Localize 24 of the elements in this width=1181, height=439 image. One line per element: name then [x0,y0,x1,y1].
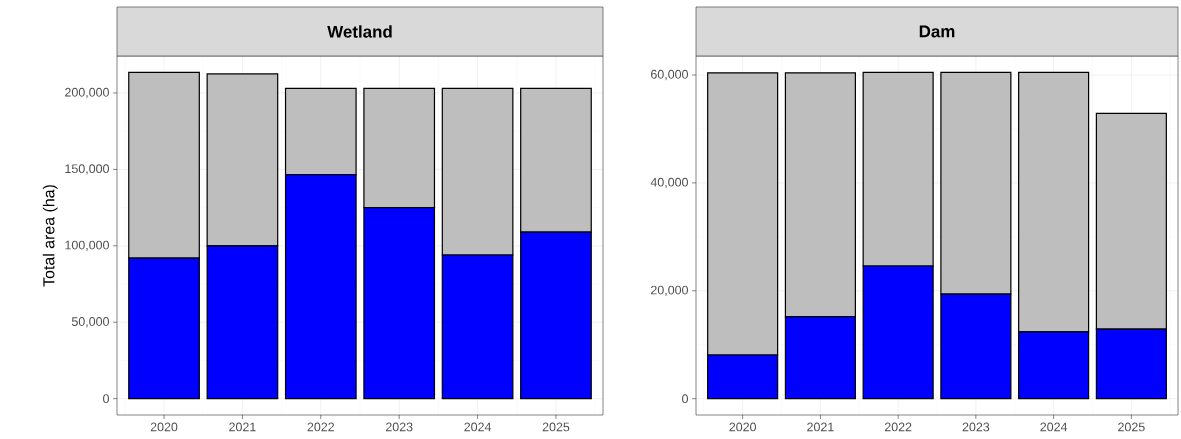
x-tick-label: 2024 [1040,422,1068,432]
x-tick-label: 2025 [542,422,570,432]
x-tick-label: 2024 [464,422,492,432]
x-tick-label: 2022 [307,422,335,432]
y-tick-label: 0 [103,394,109,404]
x-tick-label: 2025 [1118,422,1145,432]
x-tick-label: 2020 [150,422,178,432]
x-tick-label: 2021 [807,422,834,432]
y-tick-label: 50,000 [71,317,109,328]
x-tick-label: 2022 [884,422,912,432]
y-tick-label: 20,000 [651,285,688,296]
y-tick-label: 150,000 [65,164,109,175]
y-tick-label: 60,000 [651,69,688,81]
y-tick-label: 0 [682,394,688,404]
y-tick-label: 100,000 [65,240,109,251]
chart-title: Dam [919,25,955,38]
chart-title: Wetland [327,25,392,38]
x-tick-label: 2020 [729,422,757,432]
y-axis-title: Total area (ha) [42,185,58,287]
x-tick-label: 2023 [962,422,990,432]
y-tick-label: 40,000 [650,177,688,189]
x-tick-label: 2021 [229,422,256,432]
x-tick-label: 2023 [385,422,413,432]
y-tick-label: 200,000 [65,87,109,99]
